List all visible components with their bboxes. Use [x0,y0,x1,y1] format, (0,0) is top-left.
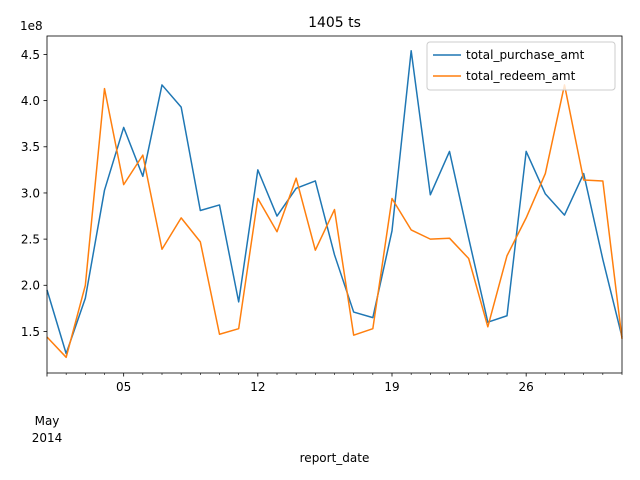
legend-label-purchase: total_purchase_amt [466,48,585,62]
chart-title: 1405 ts [308,15,361,31]
legend-label-redeem: total_redeem_amt [466,69,576,83]
y-tick-label: 4.5 [21,48,40,62]
y-scale-label: 1e8 [20,19,43,33]
x-tick-label: 05 [116,380,131,394]
y-tick-label: 3.0 [21,186,40,200]
y-tick-label: 1.5 [21,325,40,339]
y-tick-label: 2.5 [21,232,40,246]
x-month-label: May [35,414,60,428]
x-year-label: 2014 [32,431,63,445]
x-axis-label: report_date [300,451,370,465]
x-tick-label: 19 [384,380,399,394]
y-tick-label: 3.5 [21,140,40,154]
y-tick-label: 2.0 [21,279,40,293]
x-axis-ticks: 05 12 19 26 [46,373,623,394]
x-tick-label: 12 [250,380,265,394]
x-tick-label: 26 [519,380,534,394]
series-line-total-redeem-amt [46,84,623,359]
legend-box [426,41,616,91]
y-axis-ticks: 1.5 2.0 2.5 3.0 3.5 4.0 4.5 [21,48,47,339]
series-line-total-purchase-amt [46,50,623,355]
y-tick-label: 4.0 [21,94,40,108]
series-lines [46,50,623,359]
legend: total_purchase_amt total_redeem_amt [426,41,616,91]
plot-area [47,36,622,373]
